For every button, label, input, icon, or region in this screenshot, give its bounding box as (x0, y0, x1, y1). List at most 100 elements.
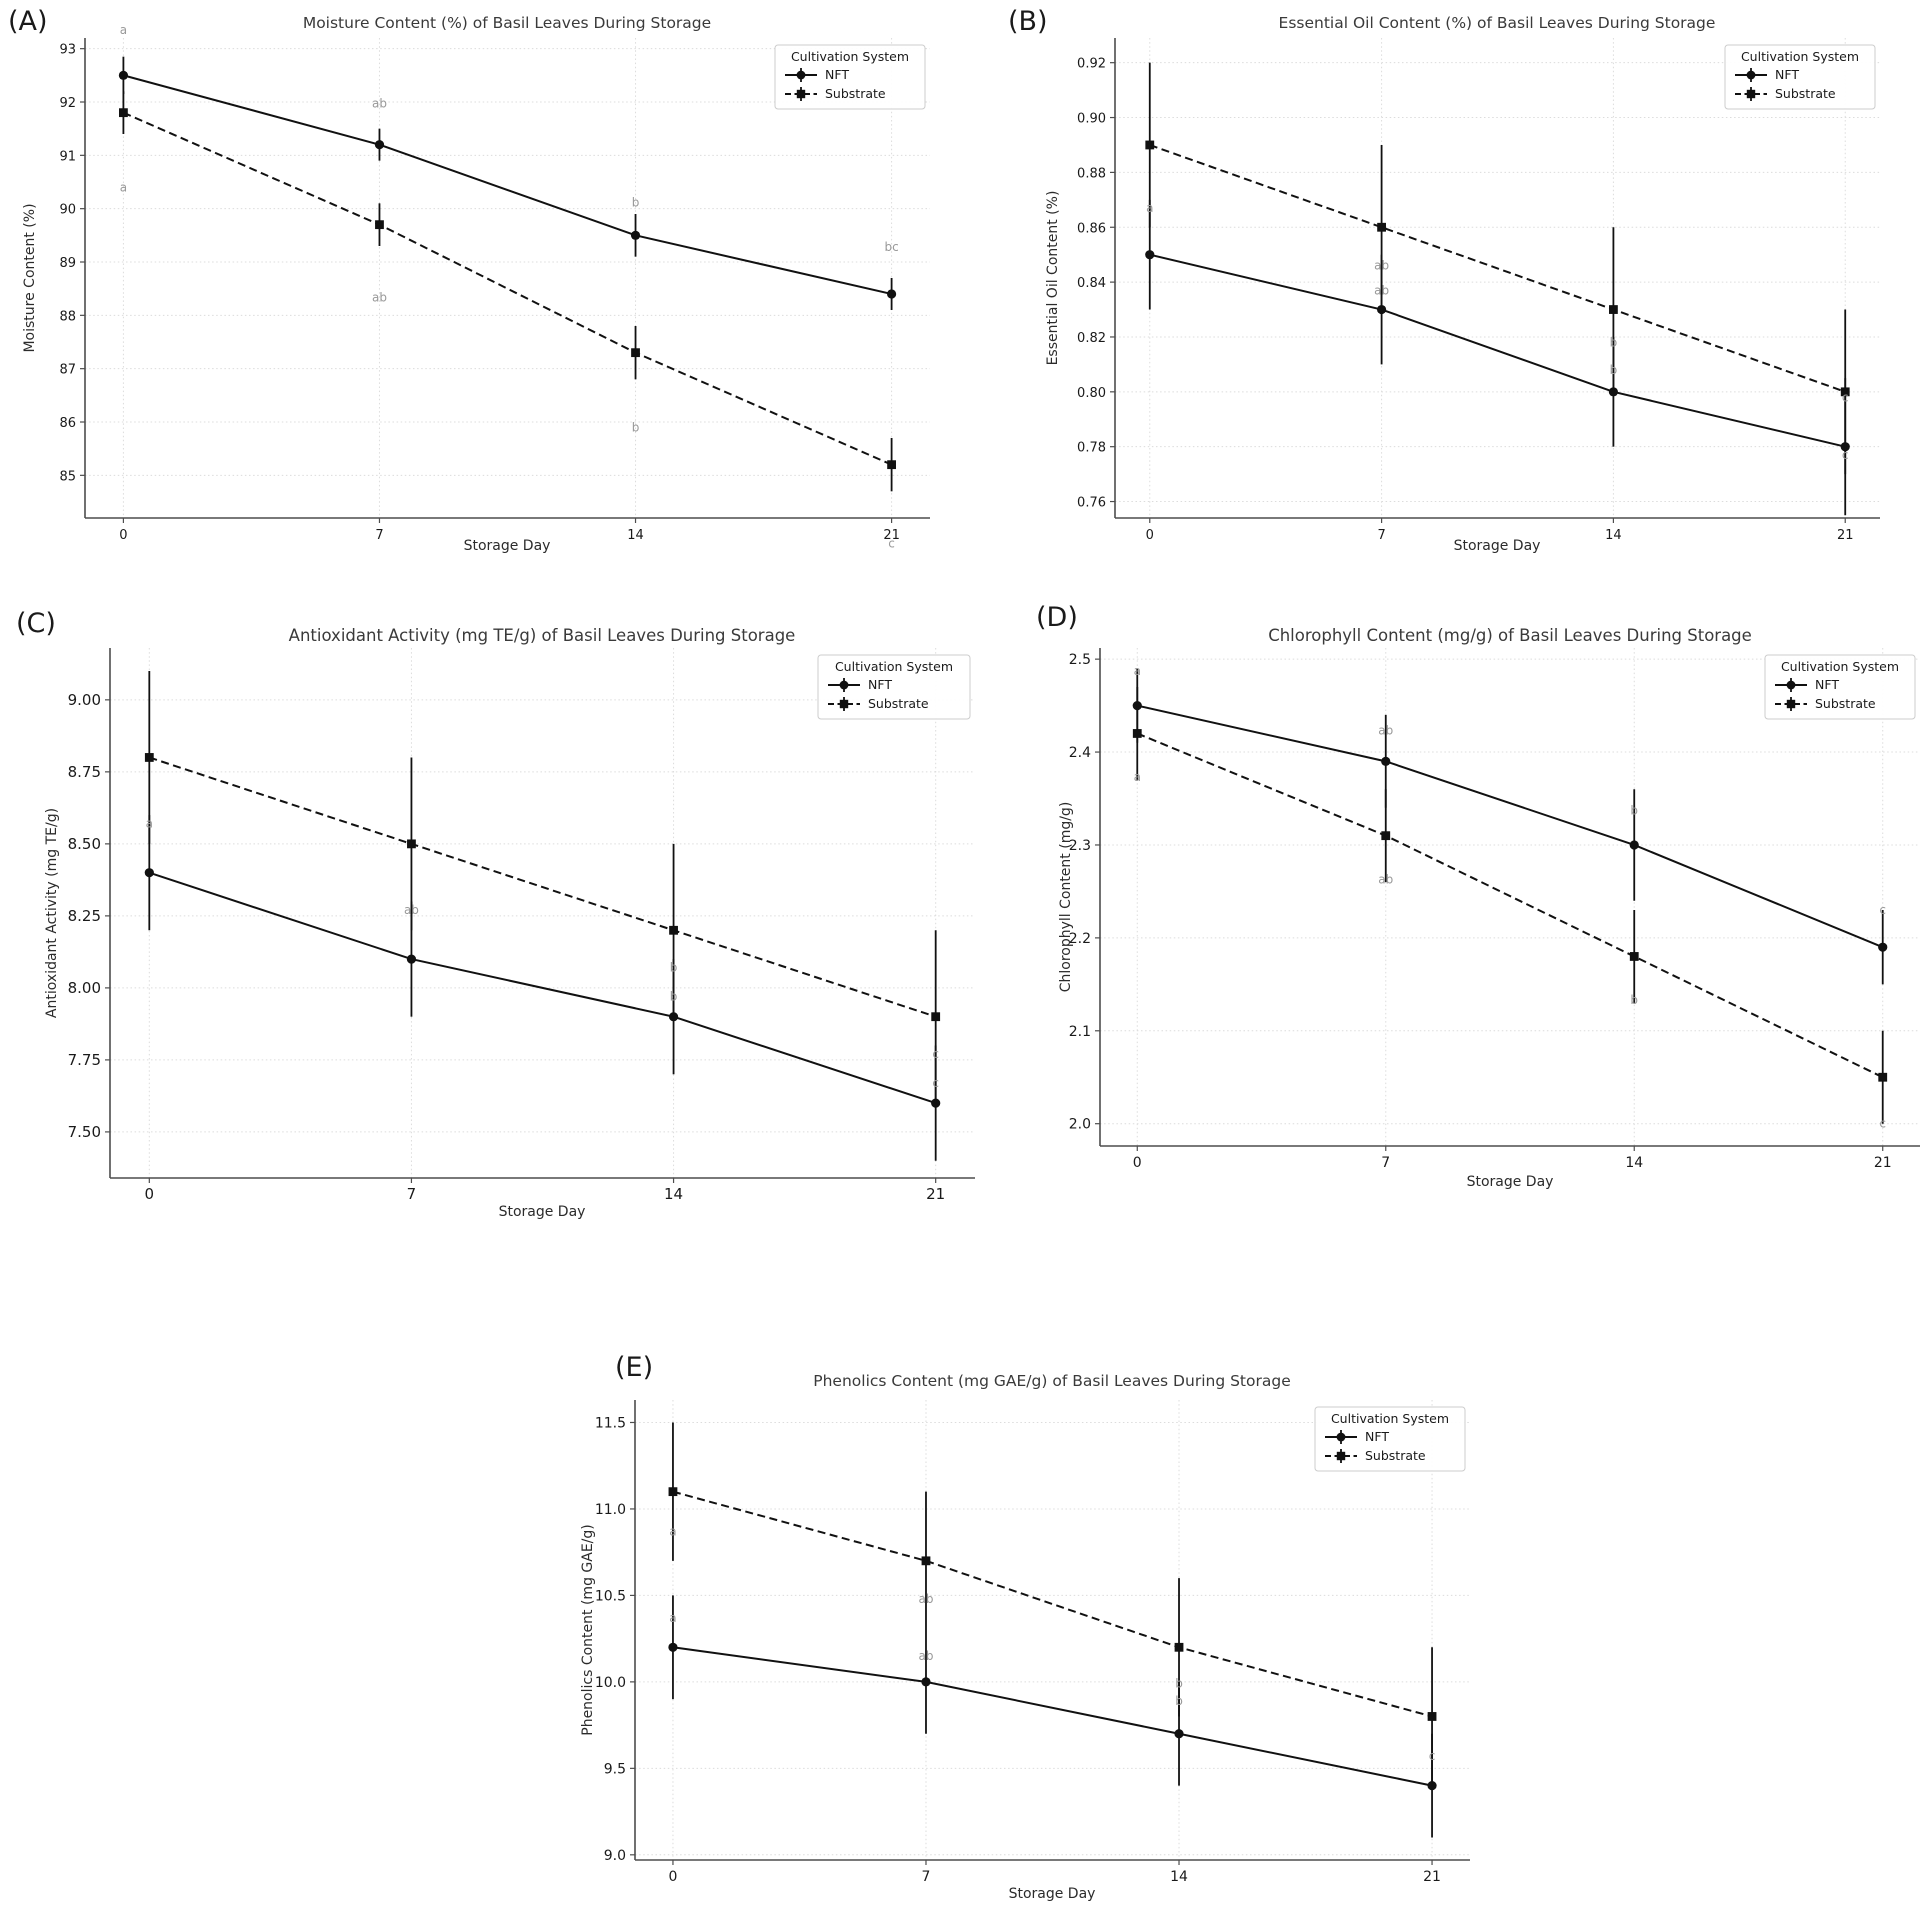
data-point-circle (1878, 942, 1888, 952)
data-point-circle (406, 954, 417, 964)
x-tick-label: 7 (1377, 528, 1385, 543)
axes: 85 86 87 88 89 90 91 92 93 0 7 14 21 (59, 38, 930, 543)
data-point-square (1629, 952, 1639, 961)
panel-label-e: (E) (615, 1352, 654, 1383)
legend-title: Cultivation System (1741, 49, 1859, 64)
legend: Cultivation System NFT Substrate (1314, 1406, 1466, 1472)
y-tick-label: 10.5 (595, 1588, 626, 1604)
legend-box (1764, 654, 1916, 720)
y-tick-label: 92 (59, 96, 76, 111)
axes: 7.50 7.75 8.00 8.25 8.50 8.75 9.00 0 7 14 21 (68, 648, 975, 1203)
x-tick-label: 0 (145, 1185, 155, 1203)
sig-letter: a (1134, 770, 1141, 784)
data-point-circle (1381, 756, 1391, 766)
y-tick-label: 2.4 (1069, 745, 1091, 761)
x-tick-label: 0 (1146, 528, 1154, 543)
data-point-square (1132, 729, 1142, 738)
series-nft (668, 1595, 1437, 1838)
legend-entry-label: NFT (868, 677, 892, 692)
gridlines (85, 38, 930, 518)
chart-panel-e: 9.0 9.5 10.0 10.5 11.0 11.5 0 7 14 21 a a ab ab bb c Cul… (595, 1400, 1470, 1885)
sig-letter: ab (918, 1649, 933, 1663)
legend-title: Cultivation System (1781, 659, 1899, 674)
sig-letter: b (1630, 804, 1638, 818)
y-tick-label: 91 (59, 149, 76, 164)
data-point-square (921, 1556, 931, 1566)
chart-panel-a: 85 86 87 88 89 90 91 92 93 0 7 14 21 a a ab ab b b bc c Culti… (59, 23, 930, 551)
y-tick-label: 11.0 (595, 1502, 626, 1518)
series-substrate (1132, 687, 1888, 1124)
y-tick-label: 8.25 (68, 907, 101, 925)
legend-marker-circle-icon (1336, 1432, 1346, 1442)
sig-letter: b (670, 990, 678, 1004)
significance-letters: a a ab ab b b bc c (120, 23, 899, 551)
data-point-square (1840, 387, 1850, 397)
data-point-square (631, 348, 640, 358)
sig-letter: ab (404, 903, 419, 917)
sig-letter: ab (1374, 283, 1389, 297)
y-tick-label: 0.90 (1077, 112, 1106, 127)
chart-panel-c: 7.50 7.75 8.00 8.25 8.50 8.75 9.00 0 7 14 21 a ab b b c… (68, 648, 975, 1203)
legend-marker-square-icon (1746, 89, 1756, 99)
significance-letters: a a ab ab bb c (669, 1524, 1435, 1763)
sig-letter: a (120, 23, 127, 37)
series-line (672, 1490, 1433, 1718)
x-axis-label-b: Storage Day (1453, 538, 1541, 554)
sig-letter: c (888, 537, 895, 551)
data-point-circle (630, 230, 641, 240)
y-tick-label: 8.50 (68, 835, 101, 853)
chart-title-oil: Essential Oil Content (%) of Basil Leave… (1278, 14, 1716, 32)
data-point-circle (118, 70, 129, 80)
y-tick-label: 85 (59, 469, 76, 484)
chart-title-phenolics: Phenolics Content (mg GAE/g) of Basil Le… (813, 1372, 1291, 1390)
y-tick-label: 0.76 (1077, 496, 1106, 511)
legend-marker-circle-icon (1746, 70, 1756, 80)
legend-marker-square-icon (839, 699, 849, 709)
x-tick-label: 21 (1837, 528, 1854, 543)
y-tick-label: 0.78 (1077, 441, 1106, 456)
sig-letter: ab (1378, 872, 1393, 886)
data-point-square (1145, 140, 1155, 150)
x-tick-label: 7 (1381, 1155, 1390, 1171)
legend-entry-label: NFT (1815, 677, 1839, 692)
data-point-circle (886, 289, 897, 299)
data-point-circle (1145, 250, 1155, 260)
y-tick-label: 0.80 (1077, 386, 1106, 401)
series-substrate (668, 1422, 1437, 1786)
x-tick-label: 7 (375, 528, 383, 543)
sig-letter: c (932, 1047, 939, 1061)
data-point-square (1609, 305, 1618, 314)
x-axis-label-d: Storage Day (1466, 1174, 1554, 1190)
sig-letter: b (1610, 335, 1618, 349)
sig-letter: a (146, 817, 153, 831)
x-axis-label-e: Storage Day (1008, 1886, 1096, 1902)
y-axis-label-a: Moisture Content (%) (22, 203, 38, 353)
axes: 0.76 0.78 0.80 0.82 0.84 0.86 0.88 0.90 0.92 0 7 14… (1077, 38, 1880, 543)
legend-box (774, 44, 926, 110)
sig-letter: ab (1378, 724, 1393, 738)
series-line (149, 756, 936, 1018)
sig-letter: a (1134, 664, 1141, 678)
series-nft (118, 56, 897, 310)
x-tick-label: 7 (922, 1869, 931, 1885)
legend-box (1314, 1406, 1466, 1472)
data-point-circle (921, 1677, 931, 1687)
y-tick-label: 7.75 (68, 1051, 101, 1069)
series-substrate (119, 91, 896, 492)
y-tick-label: 8.00 (68, 979, 101, 997)
data-point-square (1377, 222, 1386, 232)
data-point-square (887, 460, 896, 470)
axes: 9.0 9.5 10.0 10.5 11.0 11.5 0 7 14 21 (595, 1400, 1470, 1885)
y-tick-label: 2.5 (1069, 652, 1091, 668)
data-point-circle (668, 1642, 678, 1652)
legend-marker-square-icon (796, 89, 806, 99)
x-tick-label: 14 (664, 1185, 683, 1203)
x-tick-label: 21 (1423, 1869, 1441, 1885)
axes: 2.0 2.1 2.2 2.3 2.4 2.5 0 7 14 21 (1069, 648, 1920, 1171)
x-tick-label: 14 (627, 528, 644, 543)
data-point-square (668, 1487, 678, 1497)
sig-letter: b (670, 961, 678, 975)
panel-label-d: (D) (1036, 602, 1078, 633)
legend-marker-square-icon (1336, 1451, 1346, 1461)
